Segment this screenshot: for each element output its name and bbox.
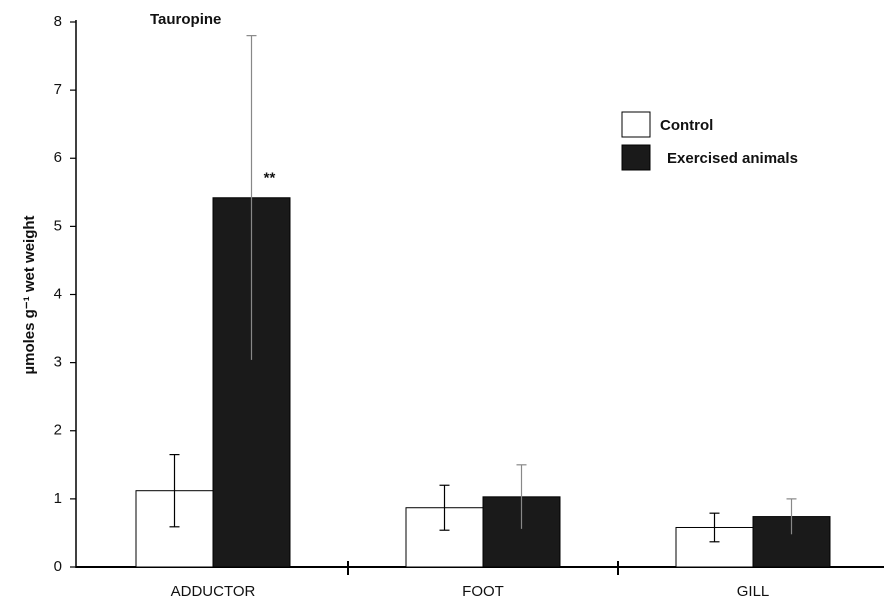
- legend-swatch: [621, 144, 651, 171]
- bar: [675, 526, 754, 568]
- y-tick-label: 3: [54, 354, 62, 371]
- x-tick-label: FOOT: [462, 583, 504, 600]
- y-tick-label: 5: [54, 217, 62, 234]
- x-tick-label: ADDUCTOR: [171, 583, 256, 600]
- legend-label: Control: [660, 117, 713, 134]
- legend-swatch: [621, 111, 651, 138]
- y-tick-label: 0: [54, 558, 62, 575]
- y-axis-label: µmoles g⁻¹ wet weight: [21, 215, 38, 374]
- y-tick-label: 4: [54, 285, 62, 302]
- y-tick-label: 2: [54, 422, 62, 439]
- y-tick-label: 6: [54, 149, 62, 166]
- y-tick-label: 8: [54, 13, 62, 30]
- legend-label: Exercised animals: [667, 150, 798, 167]
- chart-title: Tauropine: [150, 11, 221, 28]
- annotation: **: [264, 170, 276, 187]
- x-tick-label: GILL: [737, 583, 770, 600]
- y-tick-label: 1: [54, 490, 62, 507]
- y-tick-label: 7: [54, 81, 62, 98]
